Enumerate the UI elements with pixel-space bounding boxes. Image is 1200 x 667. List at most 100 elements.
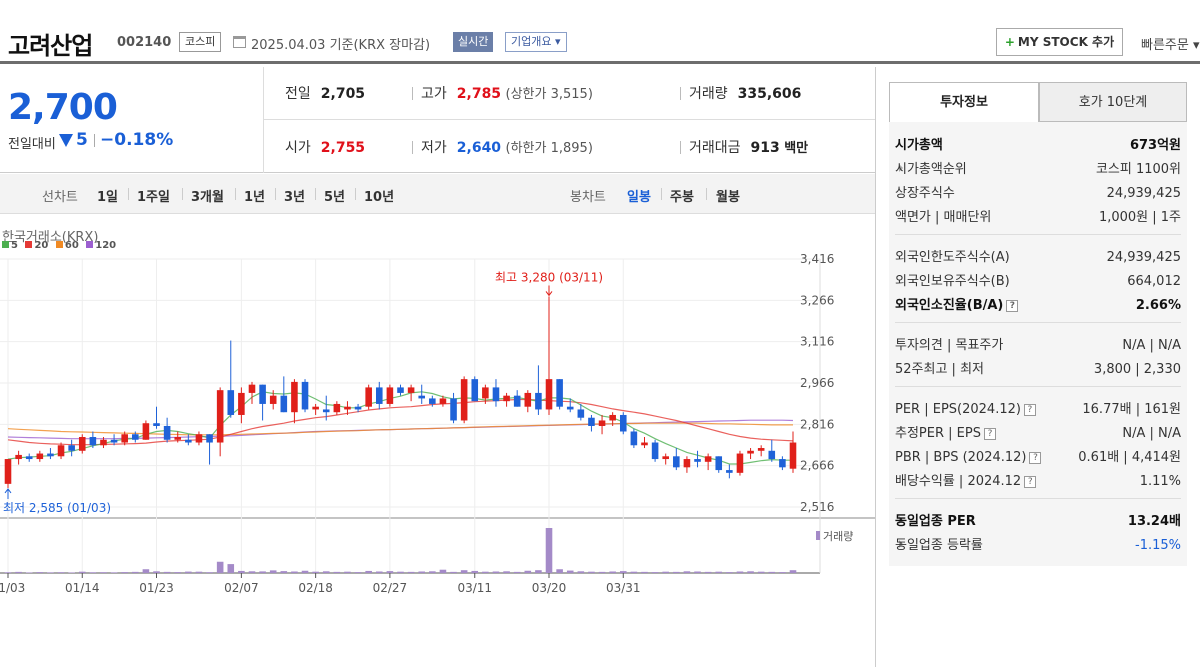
candle-body	[598, 420, 606, 426]
info-row-value: 1.11%	[1139, 474, 1181, 489]
tab-weekly[interactable]: 주봉	[670, 190, 694, 205]
candle-body	[418, 395, 426, 399]
tab-10y[interactable]: 10년	[364, 190, 395, 205]
candle-body	[768, 450, 776, 460]
market-badge: 코스피	[179, 32, 222, 52]
info-row-value: 13.24배	[1127, 514, 1181, 529]
investment-info-panel: 투자정보 호가 10단계 시가총액 673억원 시가총액순위 코스피 1100위 상장주…	[875, 67, 1200, 667]
volume-bar	[683, 571, 691, 573]
tab-monthly[interactable]: 월봉	[716, 190, 740, 205]
info-row-key: 상장주식수	[895, 186, 955, 201]
price-chart[interactable]: 3,416 3,266 3,116 2,966 2,816 2,666 2,516 01/03…	[0, 214, 875, 667]
candle-body	[577, 409, 585, 418]
tab-3m[interactable]: 3개월	[191, 190, 224, 205]
tab-3y[interactable]: 3년	[284, 190, 306, 205]
candle-body	[57, 445, 65, 457]
volume-bar	[556, 569, 563, 573]
candle-body	[36, 453, 44, 460]
realtime-button[interactable]: 실시간	[453, 32, 494, 52]
candle-body	[736, 453, 744, 473]
volume-bar	[566, 570, 574, 573]
candle-body	[609, 414, 616, 421]
info-row-key: 액면가 | 매매단위	[895, 210, 992, 225]
tab-investment-info[interactable]: 투자정보	[889, 82, 1039, 122]
chart-canvas[interactable]: 3,416 3,266 3,116 2,966 2,816 2,666 2,516 01/03…	[0, 214, 875, 667]
candle-body	[68, 445, 75, 451]
info-tabs: 투자정보 호가 10단계	[889, 82, 1187, 122]
candle-body	[100, 439, 107, 446]
my-stock-add-button[interactable]: + MY STOCK 추가	[996, 28, 1123, 56]
volume-bar	[269, 570, 277, 573]
info-row-key: 외국인한도주식수(A)	[895, 250, 1010, 265]
candle-body	[779, 459, 786, 468]
volume-bar	[715, 571, 723, 573]
volume-bar	[57, 572, 65, 573]
ma5-label: 5	[11, 240, 18, 251]
volume-bar	[227, 564, 235, 573]
volume-bar	[301, 570, 309, 573]
divider	[895, 498, 1181, 499]
caret-right-icon[interactable]	[899, 164, 903, 172]
divider	[895, 322, 1181, 323]
candle-body	[386, 387, 394, 404]
volume-bar	[15, 571, 22, 573]
volume-bar	[418, 571, 426, 573]
tab-1y[interactable]: 1년	[244, 190, 266, 205]
help-icon[interactable]: ?	[1029, 452, 1042, 464]
tab-orderbook[interactable]: 호가 10단계	[1039, 82, 1187, 122]
lower-limit: (하한가 1,895)	[505, 141, 593, 156]
candle-body	[619, 414, 627, 432]
info-row-key[interactable]: 동일업종 PER	[895, 514, 976, 529]
company-info-button[interactable]: 기업개요 ▾	[505, 32, 567, 52]
volume-bar	[662, 571, 669, 573]
candle-body	[651, 442, 659, 460]
volume-bar	[163, 571, 171, 573]
volume-bar	[280, 571, 288, 573]
info-row-value: N/A | N/A	[1122, 338, 1181, 353]
volume-bar	[779, 572, 786, 573]
open-value: 2,755	[320, 140, 366, 156]
plus-icon: +	[1004, 35, 1015, 49]
tab-5y[interactable]: 5년	[324, 190, 346, 205]
tab-1w[interactable]: 1주일	[137, 190, 170, 205]
info-row-key[interactable]: 시가총액순위	[895, 162, 967, 177]
volume-bar	[110, 572, 118, 573]
trade-amount-label: 거래대금	[689, 140, 741, 156]
open-price: 시가 2,755	[285, 137, 365, 157]
divider	[661, 188, 662, 200]
info-row: PBR | BPS (2024.12)? 0.61배 | 4,414원	[895, 446, 1181, 470]
trade-amount: 거래대금 913 백만	[689, 137, 808, 157]
candle-body	[460, 379, 468, 421]
help-icon[interactable]: ?	[1006, 300, 1019, 312]
caret-right-icon[interactable]	[899, 540, 903, 548]
candle-body	[195, 434, 203, 443]
help-icon[interactable]: ?	[1024, 476, 1037, 488]
volume-bar	[322, 571, 330, 573]
candle-body	[524, 392, 532, 407]
candle-body	[715, 456, 723, 471]
volume-legend-label: 거래량	[823, 530, 853, 543]
volume-bar	[259, 571, 266, 573]
help-icon[interactable]: ?	[983, 428, 996, 440]
x-tick-label: 02/07	[224, 581, 259, 595]
caret-right-icon[interactable]	[899, 516, 903, 524]
candle-body	[566, 406, 574, 410]
candle-body	[174, 437, 182, 440]
candle-body	[4, 459, 12, 484]
y-tick-label: 3,266	[800, 293, 834, 307]
volume-bar	[78, 571, 86, 573]
info-row-key[interactable]: 동일업종 등락률	[895, 538, 983, 553]
ma120-swatch	[86, 241, 94, 248]
change-rate: −0.18%	[100, 130, 174, 150]
candle-body	[121, 434, 128, 443]
help-icon[interactable]: ?	[1023, 404, 1036, 416]
volume-bar	[768, 571, 776, 573]
info-row: 배당수익률 | 2024.12? 1.11%	[895, 470, 1181, 494]
company-name: 고려산업	[8, 32, 93, 60]
low-price: 저가 2,640 (하한가 1,895)	[421, 137, 593, 157]
tab-daily[interactable]: 일봉	[627, 190, 651, 205]
candle-body	[110, 439, 118, 443]
quick-order-button[interactable]: 빠른주문 ▾	[1141, 38, 1200, 53]
tab-1d[interactable]: 1일	[97, 190, 119, 205]
stock-header: 고려산업 002140 코스피 2025.04.03 기준(KRX 장마감) 실…	[0, 0, 1200, 64]
